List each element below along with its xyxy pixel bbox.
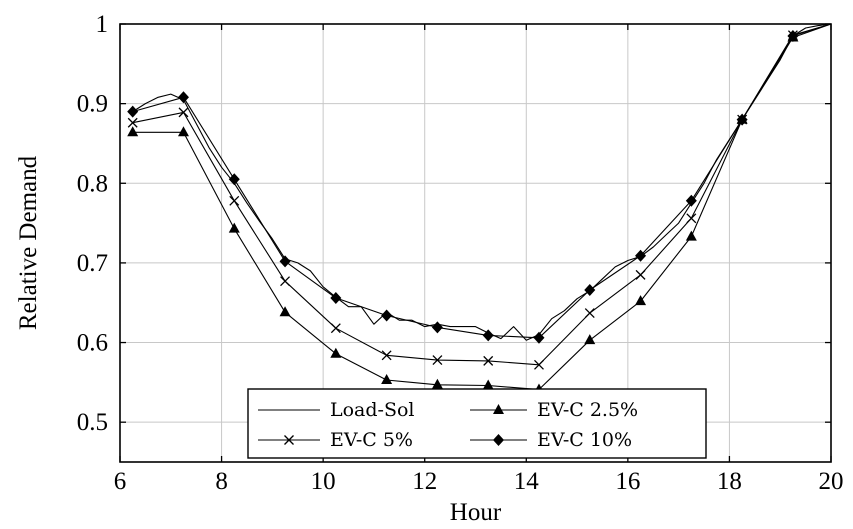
data-point — [482, 329, 494, 342]
data-point — [635, 249, 647, 262]
data-point — [482, 379, 494, 390]
series-ev-c-10 — [127, 23, 832, 344]
data-point — [635, 295, 647, 306]
x-tick-label: 8 — [215, 468, 228, 495]
data-point — [584, 283, 596, 296]
data-point — [635, 269, 646, 280]
data-point — [127, 126, 139, 137]
x-tick-label: 10 — [311, 468, 336, 495]
legend-label: EV-C 2.5% — [537, 399, 638, 421]
cross-stroke — [432, 355, 443, 366]
data-point — [229, 195, 240, 206]
legend-label: EV-C 5% — [330, 429, 413, 451]
legend: Load-Sol EV-C 2.5% EV-C 5% EV-C 10% — [247, 388, 707, 459]
y-tick-label: 1 — [96, 11, 109, 38]
data-point — [330, 291, 342, 304]
legend-entry: Load-Sol — [258, 399, 415, 421]
cross-stroke — [584, 308, 595, 319]
data-point — [787, 29, 799, 42]
data-point — [280, 276, 291, 287]
data-point — [534, 359, 544, 370]
data-point — [177, 126, 189, 137]
cross-stroke — [483, 355, 494, 366]
legend-marker — [493, 434, 504, 446]
legend-entry: EV-C 2.5% — [470, 399, 638, 421]
plot-frame — [119, 23, 832, 463]
data-point — [279, 306, 291, 317]
data-point — [584, 308, 595, 319]
series-line — [132, 23, 832, 341]
cross-stroke — [127, 117, 138, 128]
legend-label: EV-C 10% — [537, 429, 632, 451]
data-point — [127, 105, 139, 118]
data-point — [381, 350, 392, 361]
y-tick-label: 0.8 — [77, 170, 108, 197]
y-tick-label: 0.5 — [77, 409, 108, 436]
y-tick-label: 0.7 — [77, 250, 108, 277]
x-tick-label: 6 — [114, 468, 127, 495]
data-point — [736, 113, 748, 126]
data-point — [432, 355, 443, 366]
legend-entry: EV-C 10% — [470, 429, 632, 451]
cross-stroke — [635, 269, 646, 280]
legend-entry: EV-C 5% — [258, 429, 413, 451]
data-point — [178, 107, 189, 118]
axis-ticks: 6 8 10 12 14 16 18 20 0.5 0.6 0.7 0.8 0.9 1 — [77, 11, 844, 495]
series-layer — [127, 23, 832, 394]
x-axis-title: Hour — [450, 499, 502, 526]
cross-stroke — [534, 359, 544, 370]
data-point — [431, 321, 443, 334]
y-tick-label: 0.9 — [77, 91, 108, 118]
cross-stroke — [229, 195, 240, 206]
data-point — [533, 331, 545, 344]
x-tick-label: 20 — [819, 468, 844, 495]
x-tick-label: 18 — [717, 468, 742, 495]
series-ev-c-2-5 — [127, 23, 832, 394]
data-point — [177, 91, 189, 104]
series-line — [132, 23, 832, 366]
data-point — [228, 222, 240, 233]
cross-stroke — [330, 323, 341, 334]
x-tick-label: 12 — [412, 468, 437, 495]
data-point — [431, 378, 443, 389]
data-point — [127, 117, 138, 128]
x-tick-label: 16 — [615, 468, 640, 495]
cross-stroke — [178, 107, 189, 118]
data-point — [686, 213, 697, 224]
data-point — [685, 194, 697, 207]
series-ev-c-5 — [127, 23, 832, 370]
cross-stroke — [280, 276, 291, 287]
x-tick-label: 14 — [514, 468, 540, 495]
data-point — [279, 255, 291, 268]
legend-marker — [493, 404, 504, 414]
y-axis-title: Relative Demand — [15, 155, 42, 330]
data-point — [330, 323, 341, 334]
series-load-sol — [132, 23, 832, 341]
data-point — [330, 347, 342, 358]
legend-box — [247, 388, 707, 459]
data-point — [685, 230, 697, 241]
data-point — [381, 309, 393, 322]
legend-marker — [284, 435, 294, 445]
y-tick-label: 0.6 — [77, 330, 108, 357]
cross-stroke — [381, 350, 392, 361]
data-point — [228, 173, 240, 186]
data-point — [381, 373, 393, 384]
legend-label: Load-Sol — [330, 399, 415, 421]
data-point — [584, 334, 596, 345]
cross-stroke — [284, 435, 294, 445]
cross-stroke — [686, 213, 697, 224]
legend-entries: Load-Sol EV-C 2.5% EV-C 5% EV-C 10% — [258, 399, 638, 451]
data-point — [483, 355, 494, 366]
